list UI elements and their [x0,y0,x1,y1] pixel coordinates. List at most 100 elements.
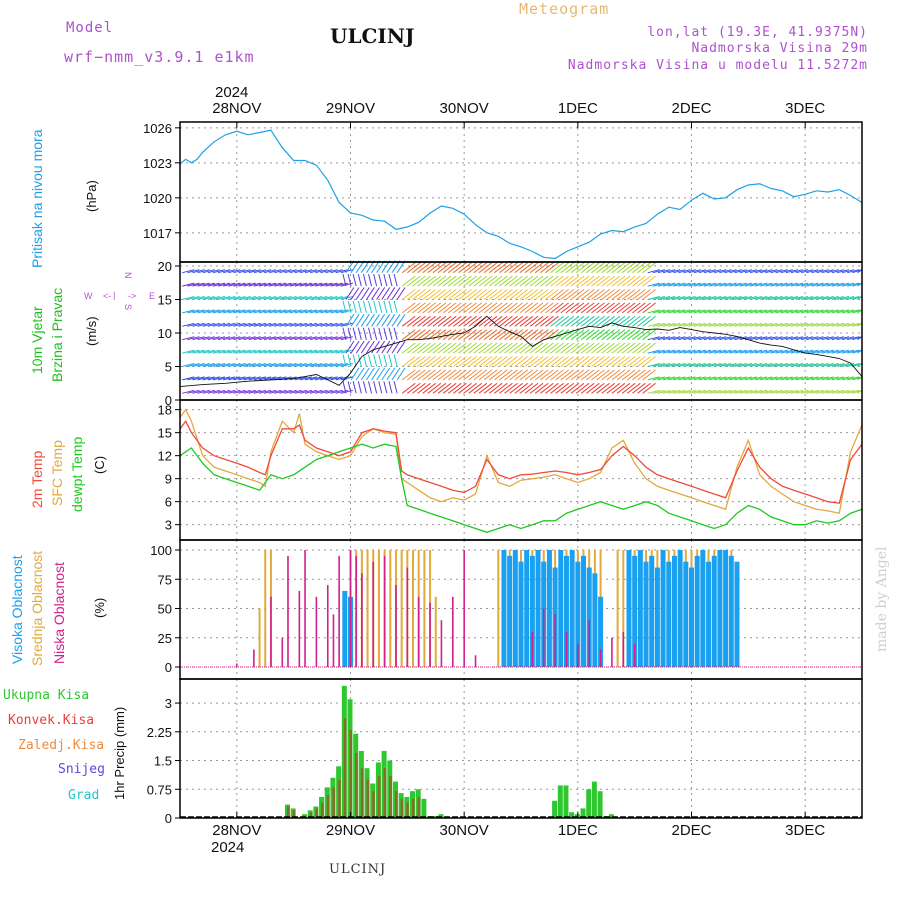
wind-barb [662,322,676,327]
low-cloud-bar [622,631,625,667]
wind-barb [437,315,452,327]
wind-barb [836,269,850,274]
wind-barb [417,356,431,367]
wind-barb [657,309,671,314]
wind-barb [703,376,717,381]
y-tick-label: 15 [158,293,172,308]
wind-barb [483,302,498,314]
wind-barb [683,282,696,287]
wind-barb [657,322,671,327]
precip-total-bar [438,814,444,818]
wind-barb [601,329,616,341]
wind-barb [478,329,493,341]
wind-barb [289,336,302,341]
precip-total-bar [552,800,558,818]
wind-barb [545,329,559,341]
wind-barb [801,269,814,274]
wind-barb [626,369,641,381]
wind-barb [509,369,523,381]
wind-barb [197,349,210,354]
wind-barb [391,367,401,381]
product-title: Meteogram [519,0,610,18]
precip-total-bar [580,808,586,818]
wind-barb [524,262,539,274]
wind-barb [284,349,297,354]
high-cloud-bar [575,561,581,667]
wind-barb [673,282,686,287]
wind-barb [744,282,758,287]
wind-barb [393,327,398,340]
wind-barb [744,376,758,381]
wind-barb [228,336,241,341]
wind-barb [760,309,773,314]
wind-barb [493,262,508,274]
wind-barb [412,382,426,394]
wind-barb [453,369,467,381]
wind-barb [708,349,722,354]
wind-barb [228,389,241,394]
low-cloud-bar [332,614,335,667]
wind-barb [432,356,447,367]
wind-barb [749,349,763,354]
low-cloud-bar [406,567,409,667]
wind-barb [790,336,804,341]
low-cloud-bar [599,649,602,667]
wind-barb [657,336,671,341]
wind-barb [463,275,477,287]
wind-barb [831,363,844,367]
wind-barb [294,309,307,314]
wind-barb [647,282,660,287]
high-cloud-bar [643,561,649,667]
wind-barb [269,363,282,367]
wind-barb [360,314,370,327]
wind-barb [534,342,549,354]
wind-barb [499,356,513,367]
high-cloud-bar [535,550,541,667]
wind-barb [217,296,231,300]
wind-barb [376,314,386,327]
wind-barb [514,356,529,367]
wind-barb [545,356,559,367]
wind-barb [258,322,272,327]
wind-barb [749,269,763,274]
wind-barb [304,376,318,381]
wind-barb [765,296,778,300]
wind-barb [647,309,660,314]
wind-barb [279,349,292,354]
wind-barb [637,315,651,327]
wind-barb [294,269,307,274]
bottom-day-label: 2DEC [671,822,712,839]
wind-barb [478,262,493,274]
panel-frame-1 [179,121,863,263]
wind-barb [806,376,819,381]
wind-barb [580,302,595,314]
wind-barb [586,329,600,341]
wind-barb [315,322,328,327]
wind-barb [811,336,824,341]
wind-barb [611,302,626,314]
wind-barb [816,349,829,354]
wind-barb [371,340,380,354]
wind-barb [836,336,850,341]
wind-barb [468,382,483,394]
wind-barb [575,315,590,327]
wind-barb [427,356,442,367]
wind-barb [504,262,518,274]
wind-barb [550,369,564,381]
wind-barb [836,363,850,367]
wind-barb [714,322,727,327]
wind-barb [248,363,261,367]
wind-barb [570,356,585,367]
wind-barb [468,329,483,341]
wind-barb [616,329,631,341]
wind-barb [407,289,421,300]
wind-barb [284,363,297,367]
wind-barb [463,302,477,314]
wind-barb [714,336,727,341]
wind-barb [673,296,686,300]
wind-barb [248,389,261,394]
low-cloud-bar [281,637,284,667]
wind-barb [478,289,493,300]
wind-barb [352,300,357,314]
wind-barb [453,329,467,341]
